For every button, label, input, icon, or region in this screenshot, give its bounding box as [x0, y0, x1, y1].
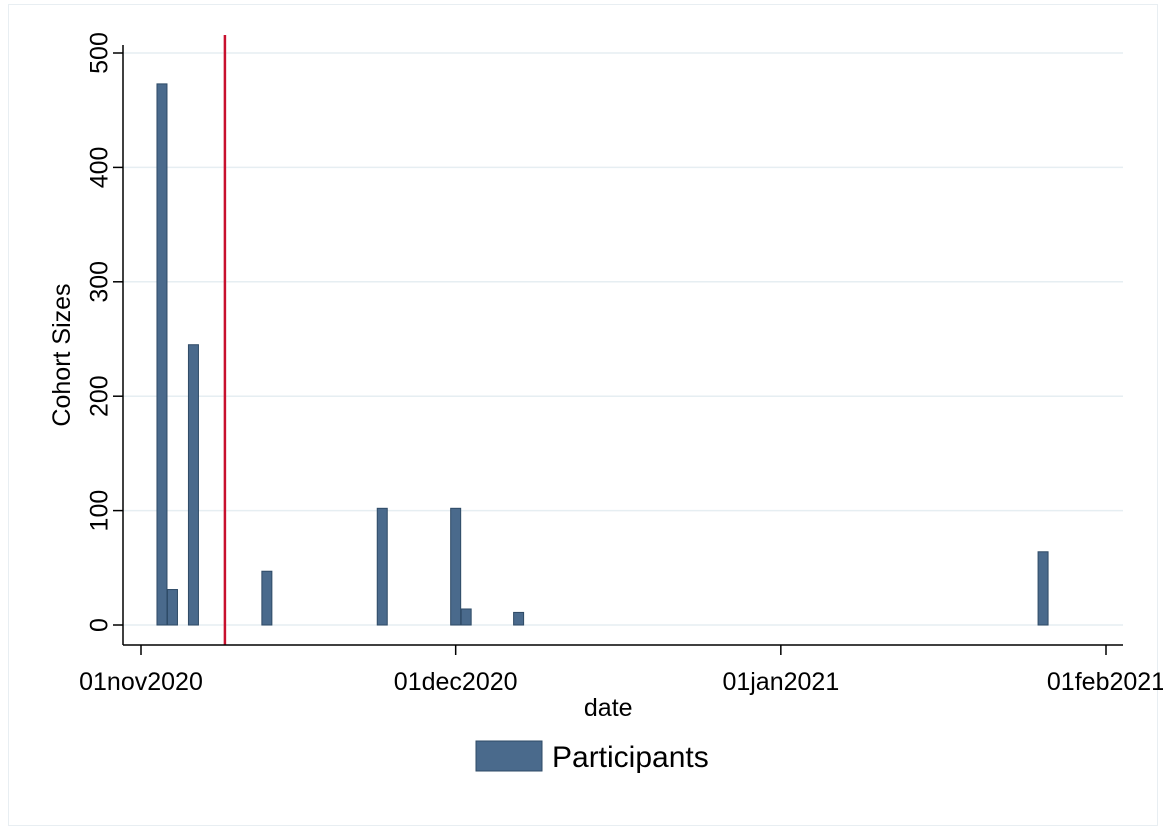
x-axis-title: date [584, 694, 633, 722]
x-tick-label: 01feb2021 [1047, 668, 1163, 696]
bars [156, 83, 1049, 626]
y-tick-label: 100 [86, 490, 114, 532]
y-tick-label: 500 [86, 32, 114, 74]
legend-swatch [475, 740, 543, 772]
bar [261, 570, 273, 626]
y-tick-label: 400 [86, 147, 114, 189]
grid-lines [123, 52, 1123, 626]
bar [166, 589, 178, 626]
axes: 0 100 200 300 400 500 01nov2020 01dec2020 01jan2… [79, 32, 1163, 696]
y-tick-label: 200 [86, 375, 114, 417]
bar [376, 507, 388, 626]
x-tick-label: 01nov2020 [79, 668, 203, 696]
x-tick-label: 01dec2020 [394, 668, 518, 696]
bar [156, 83, 168, 626]
y-tick-label: 0 [86, 618, 114, 632]
legend: Participants [475, 740, 709, 774]
y-axis-title: Cohort Sizes [48, 283, 76, 426]
bar [187, 344, 199, 626]
x-tick-label: 01jan2021 [722, 668, 839, 696]
bar [1037, 551, 1049, 626]
bar [513, 611, 525, 626]
chart-frame [8, 4, 1158, 826]
bar [460, 608, 472, 626]
bar [450, 507, 462, 626]
y-tick-label: 300 [86, 261, 114, 303]
legend-label: Participants [552, 741, 709, 774]
